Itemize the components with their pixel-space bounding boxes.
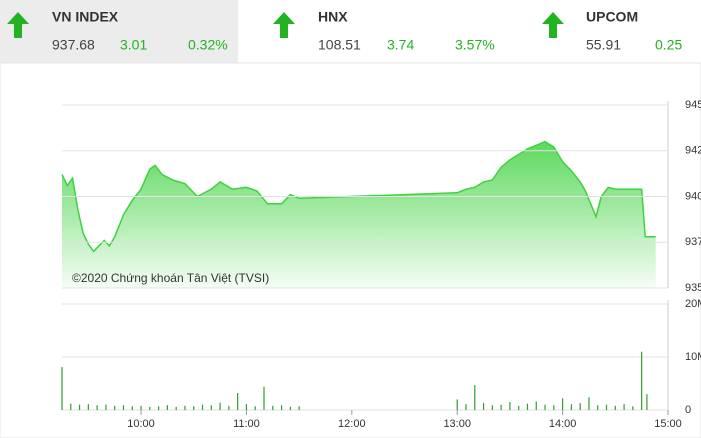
bar: [210, 405, 212, 410]
bar: [614, 405, 616, 410]
bar: [175, 406, 177, 410]
bar: [61, 367, 63, 410]
bar: [465, 404, 467, 410]
bar: [78, 404, 81, 410]
bar: [646, 394, 648, 410]
up-arrow: [273, 12, 295, 38]
bar: [254, 406, 256, 410]
index-name: HNX: [318, 9, 348, 25]
bar: [632, 406, 634, 410]
bar: [140, 405, 142, 410]
up-arrow: [7, 12, 29, 38]
bar: [526, 403, 529, 410]
bar: [456, 399, 458, 410]
bar: [280, 405, 283, 410]
bar: [263, 386, 265, 410]
bar: [184, 405, 186, 410]
bar: [500, 404, 502, 410]
x-tick-label: 11:00: [233, 418, 260, 430]
y-tick-label: 942: [685, 145, 701, 157]
bar: [562, 398, 564, 410]
bar: [122, 405, 125, 410]
bar: [588, 397, 590, 410]
copyright: ©2020 Chứng khoán Tân Việt (TVSI): [72, 271, 269, 285]
bar: [201, 404, 204, 410]
x-tick-label: 14:00: [549, 418, 577, 430]
bar: [544, 404, 546, 410]
index-name: UPCOM: [586, 9, 638, 25]
bar: [491, 405, 493, 410]
bar: [641, 351, 643, 410]
bar: [553, 405, 555, 410]
bar: [228, 405, 230, 410]
index-change: 3.01: [120, 37, 147, 53]
bar: [518, 405, 520, 410]
y-tick-label: 937: [685, 236, 701, 248]
bar: [482, 403, 485, 410]
index-value: 55.91: [586, 37, 621, 53]
bar: [237, 393, 239, 410]
bar: [96, 405, 98, 410]
bar: [272, 405, 274, 410]
bar: [298, 406, 300, 410]
bar: [87, 404, 89, 410]
bar: [605, 404, 608, 410]
bar: [245, 404, 248, 410]
bar: [193, 406, 195, 410]
index-change: 3.74: [387, 37, 414, 53]
index-percent: 0.32%: [188, 37, 228, 53]
bar: [158, 406, 160, 410]
index-value: 937.68: [52, 37, 95, 53]
y-tick-label: 945: [685, 99, 701, 111]
line: [61, 140, 656, 253]
bar: [114, 405, 116, 410]
bar: [623, 404, 625, 410]
y-tick-label: 10M: [685, 351, 701, 363]
bar: [570, 404, 572, 410]
active-tile[interactable]: [0, 0, 238, 63]
bar: [289, 406, 291, 410]
bar: [579, 403, 581, 410]
bar: [597, 405, 599, 410]
index-percent: 3.57%: [455, 37, 495, 53]
bar: [219, 402, 221, 410]
bar: [535, 401, 537, 410]
x-tick-label: 12:00: [338, 418, 366, 430]
y-tick-label: 0: [685, 404, 691, 416]
bar: [149, 406, 151, 410]
index-change: 0.25: [655, 37, 682, 53]
y-tick-label: 20M: [685, 298, 701, 310]
bar: [105, 404, 107, 410]
x-tick-label: 10:00: [127, 418, 155, 430]
bar: [70, 403, 72, 410]
y-tick-label: 935: [685, 282, 701, 294]
index-value: 108.51: [318, 37, 361, 53]
bar: [474, 385, 476, 410]
area: [62, 141, 656, 288]
up-arrow: [542, 12, 564, 38]
y-tick-label: 940: [685, 190, 701, 202]
bar: [509, 402, 511, 410]
bar: [166, 405, 168, 410]
bar: [131, 406, 133, 410]
x-tick-label: 13:00: [443, 418, 471, 430]
index-name: VN INDEX: [52, 9, 119, 25]
x-tick-label: 15:00: [654, 418, 682, 430]
